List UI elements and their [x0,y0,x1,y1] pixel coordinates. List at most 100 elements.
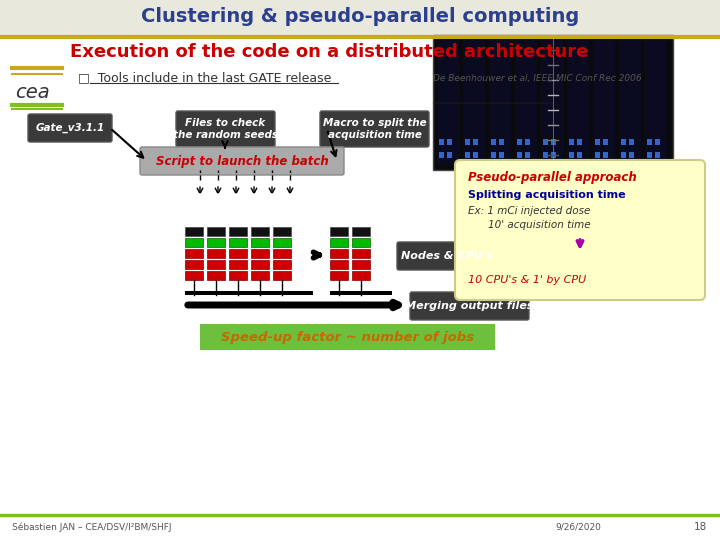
Bar [352,249,370,258]
Text: cea: cea [15,83,50,102]
Bar [595,152,600,158]
Text: Gate_v3.1.1: Gate_v3.1.1 [35,123,104,133]
Bar [185,291,313,295]
Bar [621,139,626,145]
Bar [525,152,530,158]
Text: Nodes & CPU's: Nodes & CPU's [400,251,492,261]
Bar [621,152,626,158]
Bar [647,139,652,145]
Bar [229,249,247,258]
Bar [352,271,370,280]
Bar [352,227,370,236]
Bar [207,271,225,280]
Bar [491,139,496,145]
Bar [433,35,673,170]
Text: Clustering & pseudo-parallel computing: Clustering & pseudo-parallel computing [141,8,579,26]
Bar [595,139,600,145]
FancyBboxPatch shape [140,147,344,175]
Text: Splitting acquisition time: Splitting acquisition time [468,190,626,200]
Bar [273,238,291,247]
Bar [437,40,459,165]
Text: De Beenhouwer et al, IEEE MIC Conf Rec 2006: De Beenhouwer et al, IEEE MIC Conf Rec 2… [433,73,642,83]
Text: Files to check
the random seeds: Files to check the random seeds [173,118,278,140]
Bar [447,139,452,145]
Bar [593,40,615,165]
Bar [229,227,247,236]
Bar [330,271,348,280]
FancyBboxPatch shape [176,111,275,147]
Bar [207,227,225,236]
Bar [273,260,291,269]
Bar [655,152,660,158]
Bar [273,227,291,236]
Bar [200,324,495,350]
Bar [439,139,444,145]
Bar [251,271,269,280]
Text: □  Tools include in the last GATE release: □ Tools include in the last GATE release [78,71,331,84]
Bar [251,260,269,269]
Text: 10' acquisition time: 10' acquisition time [488,220,590,230]
Bar [567,40,589,165]
Bar [499,139,504,145]
Bar [491,152,496,158]
Bar [185,249,203,258]
Bar [543,152,548,158]
Bar [525,139,530,145]
Bar [229,271,247,280]
Bar [229,260,247,269]
Bar [473,152,478,158]
Bar [207,238,225,247]
Text: Pseudo-parallel approach: Pseudo-parallel approach [468,171,636,184]
Bar [330,260,348,269]
Bar [330,227,348,236]
Bar [541,40,563,165]
Bar [330,291,392,295]
Text: Sébastien JAN – CEA/DSV/I²BM/SHFJ: Sébastien JAN – CEA/DSV/I²BM/SHFJ [12,522,171,532]
FancyBboxPatch shape [28,114,112,142]
Bar [577,152,582,158]
Bar [515,40,537,165]
Bar [251,249,269,258]
Bar [603,152,608,158]
Bar [465,139,470,145]
Bar [603,139,608,145]
Bar [207,260,225,269]
Text: Macro to split the
acquisition time: Macro to split the acquisition time [323,118,426,140]
Bar [229,238,247,247]
Bar [352,238,370,247]
Bar [463,40,485,165]
Text: Speed-up factor ~ number of jobs: Speed-up factor ~ number of jobs [221,330,474,343]
Text: Ex: 1 mCi injected dose: Ex: 1 mCi injected dose [468,206,590,216]
Bar [473,139,478,145]
Bar [185,271,203,280]
FancyBboxPatch shape [320,111,429,147]
Bar [629,152,634,158]
Bar [330,249,348,258]
Bar [629,139,634,145]
Bar [207,249,225,258]
Bar [499,152,504,158]
FancyBboxPatch shape [397,242,496,270]
Bar [655,139,660,145]
FancyBboxPatch shape [410,292,529,320]
Bar [619,40,641,165]
Bar [447,152,452,158]
Bar [647,152,652,158]
Bar [273,249,291,258]
Bar [569,139,574,145]
Bar [0,0,720,35]
Bar [352,260,370,269]
Bar [330,238,348,247]
Text: Execution of the code on a distributed architecture: Execution of the code on a distributed a… [70,43,588,61]
Text: Merging output files: Merging output files [405,301,534,311]
Bar [551,139,556,145]
Bar [577,139,582,145]
Text: 9/26/2020: 9/26/2020 [555,523,601,531]
Bar [489,40,511,165]
Bar [251,238,269,247]
Bar [465,152,470,158]
Bar [185,260,203,269]
Bar [185,227,203,236]
Text: Script to launch the batch: Script to launch the batch [156,154,328,167]
Bar [645,40,667,165]
